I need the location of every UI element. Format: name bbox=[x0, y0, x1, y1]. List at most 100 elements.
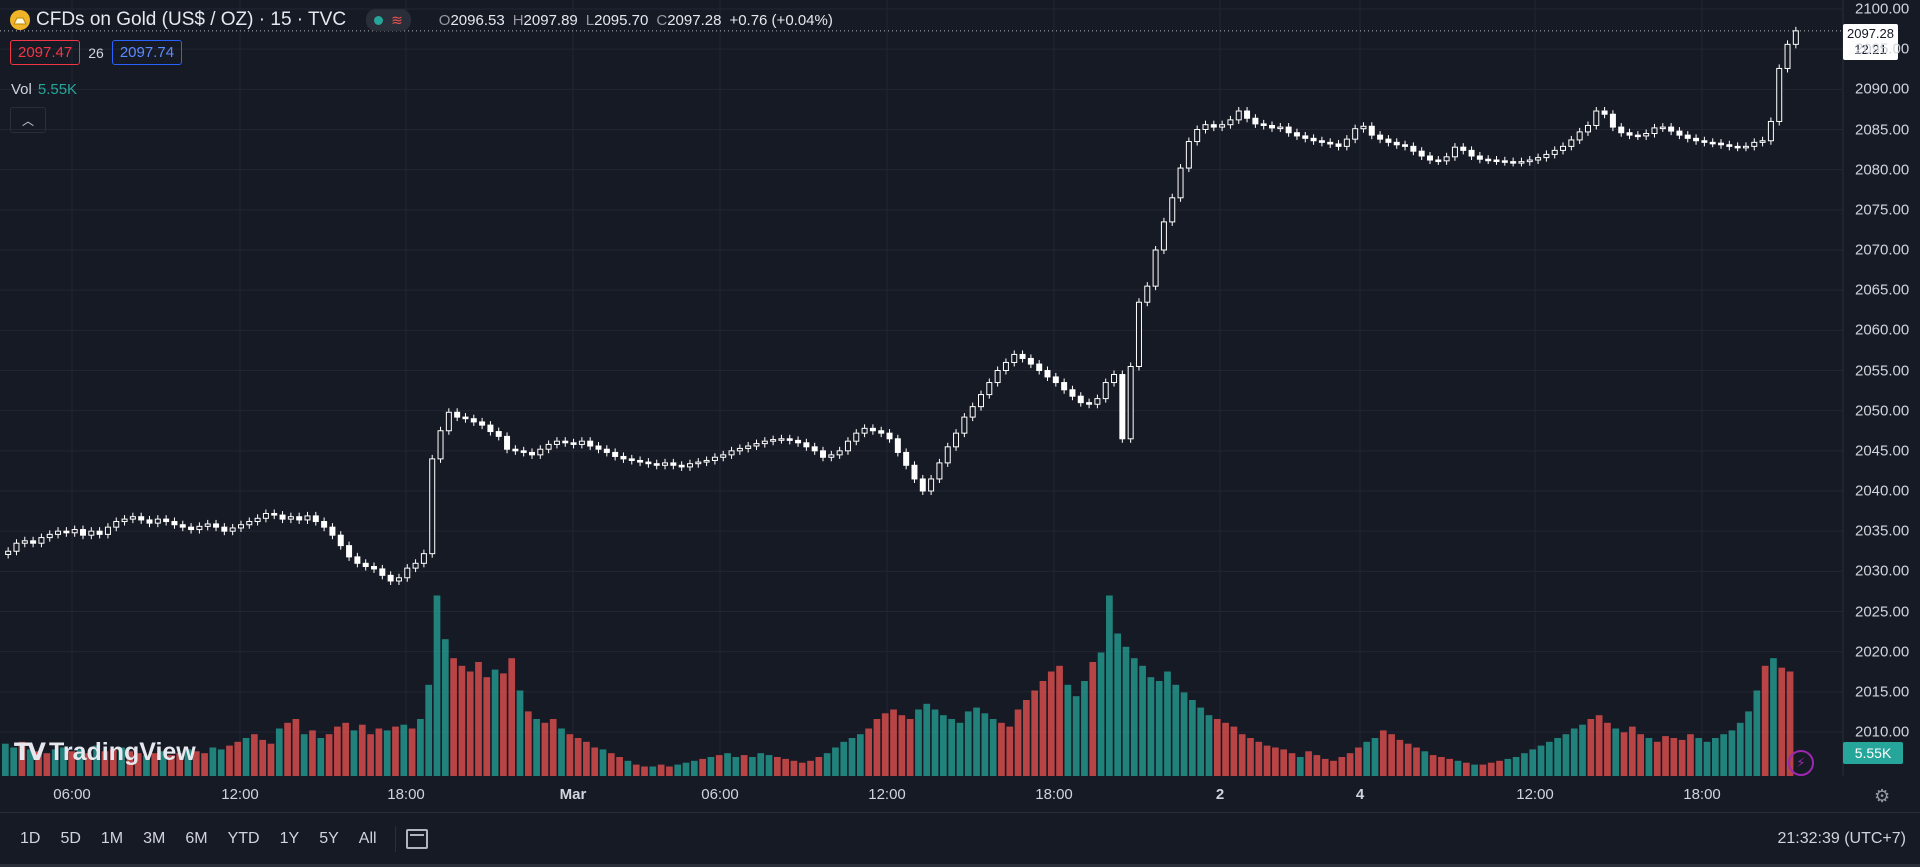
volume-bar bbox=[1471, 764, 1478, 776]
candle-body bbox=[595, 445, 602, 450]
range-button-6m[interactable]: 6M bbox=[185, 830, 208, 847]
volume-bar bbox=[450, 658, 457, 776]
range-button-5y[interactable]: 5Y bbox=[319, 830, 339, 847]
range-button-1y[interactable]: 1Y bbox=[279, 830, 300, 847]
price-chart[interactable] bbox=[0, 0, 1920, 780]
range-button-1d[interactable]: 1D bbox=[20, 830, 41, 847]
volume-bar bbox=[881, 713, 889, 776]
candle-body bbox=[1501, 160, 1508, 163]
candle-body bbox=[21, 540, 28, 544]
volume-bar bbox=[632, 764, 640, 776]
price-tick-label: 2085.00 bbox=[1855, 121, 1910, 138]
volume-bar bbox=[26, 749, 34, 776]
candle-body bbox=[612, 451, 619, 457]
candle-body bbox=[1560, 145, 1567, 151]
tradingview-logo[interactable]: 𝗧𝗩 TradingView bbox=[14, 738, 196, 767]
volume-bar bbox=[906, 719, 914, 776]
candle-body bbox=[96, 530, 103, 535]
range-button-all[interactable]: All bbox=[358, 830, 377, 847]
price-tick-label: 2025.00 bbox=[1855, 603, 1910, 620]
candle-body bbox=[1576, 131, 1583, 141]
volume-bar bbox=[1296, 757, 1304, 776]
volume-bar bbox=[1014, 709, 1022, 776]
lightning-icon[interactable]: ⚡ bbox=[1788, 750, 1814, 776]
volume-bar bbox=[898, 715, 906, 776]
volume-bar bbox=[491, 669, 499, 776]
chart-settings-icon[interactable]: ⚙ bbox=[1874, 786, 1891, 806]
range-button-3m[interactable]: 3M bbox=[143, 830, 166, 847]
candle-body bbox=[1468, 149, 1475, 157]
candle-body bbox=[1593, 110, 1600, 126]
volume-bar bbox=[259, 739, 267, 776]
candle-body bbox=[445, 411, 452, 432]
volume-bar bbox=[790, 760, 798, 776]
volume-bar bbox=[1039, 681, 1047, 776]
volume-bar bbox=[724, 753, 731, 776]
volume-bar bbox=[201, 753, 208, 776]
sell-button[interactable]: 2097.47 bbox=[10, 40, 81, 65]
volume-bar bbox=[466, 671, 474, 776]
candle-body bbox=[395, 577, 402, 582]
volume-bar bbox=[1462, 762, 1470, 776]
candle-body bbox=[362, 562, 369, 568]
candle-body bbox=[903, 451, 910, 466]
volume-bar bbox=[1189, 700, 1196, 776]
volume-legend[interactable]: Vol 5.55K bbox=[11, 81, 77, 98]
candle-body bbox=[803, 442, 810, 448]
candle-body bbox=[171, 521, 178, 526]
volume-bar bbox=[334, 726, 341, 776]
price-tick-label: 2035.00 bbox=[1855, 522, 1910, 540]
clock[interactable]: 21:32:39 (UTC+7) bbox=[1777, 830, 1906, 847]
bottom-border bbox=[0, 864, 1920, 867]
candle-body bbox=[346, 545, 353, 558]
candle-body bbox=[1244, 110, 1251, 119]
symbol-legend[interactable]: CFDs on Gold (US$ / OZ) · 15 · TVC ≋ O20… bbox=[10, 8, 833, 32]
candle-body bbox=[1776, 67, 1783, 122]
candle-body bbox=[1426, 155, 1433, 161]
candle-body bbox=[1252, 117, 1259, 125]
candle-body bbox=[404, 567, 411, 579]
candle-body bbox=[1526, 159, 1533, 163]
volume-bar bbox=[1554, 738, 1561, 776]
candle-body bbox=[778, 438, 785, 441]
range-button-1m[interactable]: 1M bbox=[100, 830, 124, 847]
volume-bar bbox=[475, 662, 482, 776]
buy-button[interactable]: 2097.74 bbox=[111, 40, 183, 65]
candle-body bbox=[454, 411, 461, 418]
range-button-ytd[interactable]: YTD bbox=[227, 830, 260, 847]
candle-body bbox=[878, 430, 885, 434]
collapse-legend-button[interactable]: ︿ bbox=[10, 107, 46, 133]
candle-body bbox=[861, 427, 868, 434]
candle-body bbox=[237, 524, 244, 529]
symbol-title[interactable]: CFDs on Gold (US$ / OZ) · 15 · TVC bbox=[36, 9, 347, 30]
volume-bar bbox=[607, 753, 615, 776]
volume-bar bbox=[616, 757, 623, 776]
volume-bar bbox=[566, 734, 574, 776]
volume-bar bbox=[624, 760, 632, 776]
close-key: C bbox=[656, 11, 668, 29]
candle-body bbox=[1160, 221, 1167, 251]
range-button-5d[interactable]: 5D bbox=[60, 830, 81, 847]
volume-bar bbox=[1545, 741, 1553, 776]
candle-body bbox=[1543, 153, 1550, 159]
chevron-up-icon: ︿ bbox=[21, 113, 34, 128]
bar-countdown: 12:21 bbox=[1854, 42, 1887, 57]
candle-body bbox=[1318, 140, 1325, 143]
candle-body bbox=[1227, 119, 1234, 126]
volume-bar bbox=[591, 747, 599, 776]
candle-body bbox=[911, 464, 918, 480]
volume-bar bbox=[109, 749, 117, 776]
volume-bar bbox=[674, 764, 682, 776]
candle-body bbox=[1493, 159, 1500, 163]
go-to-date-icon[interactable] bbox=[405, 829, 428, 849]
candle-body bbox=[653, 463, 660, 466]
volume-bar bbox=[217, 749, 225, 776]
brand-name: TradingView bbox=[48, 738, 196, 766]
volume-bar bbox=[989, 719, 997, 776]
candle-body bbox=[1169, 197, 1176, 223]
volume-bar bbox=[118, 747, 125, 776]
status-pill[interactable]: ≋ bbox=[366, 9, 411, 31]
candle-body bbox=[1476, 155, 1483, 160]
price-tick-label: 2100.00 bbox=[1855, 0, 1910, 18]
candle-body bbox=[1019, 353, 1026, 359]
